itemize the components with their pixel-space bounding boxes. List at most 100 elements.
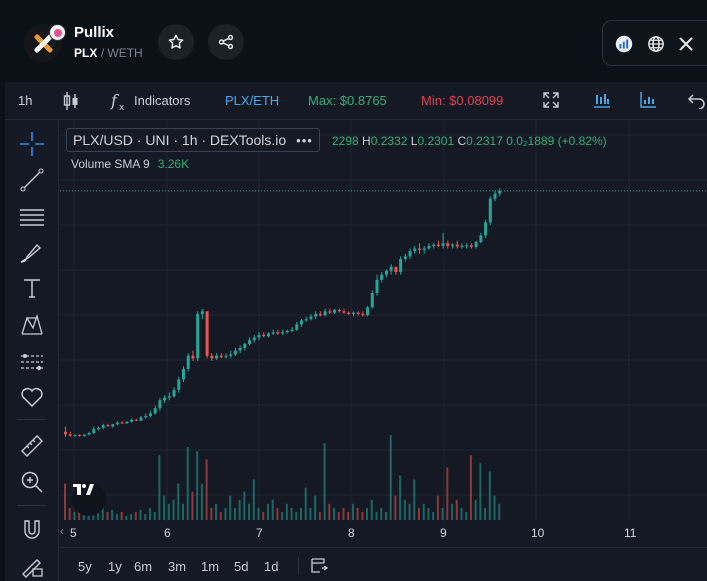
range-1y-button[interactable]: 1y: [108, 559, 122, 574]
candle-body: [418, 248, 421, 250]
candle-body: [342, 311, 346, 313]
legend-more-button[interactable]: •••: [296, 132, 313, 148]
crosshair-icon[interactable]: [19, 131, 45, 157]
high-key: H: [362, 134, 371, 148]
volume-bar: [347, 511, 350, 520]
price-chart-plot[interactable]: PLX/USD · UNI · 1h · DEXTools.io ••• 229…: [60, 120, 707, 521]
volume-bar: [144, 513, 147, 520]
scroll-left-icon[interactable]: ‹: [60, 524, 64, 538]
candle-body: [182, 368, 185, 380]
volume-bar: [191, 491, 194, 520]
candlestick-chart[interactable]: [60, 120, 707, 521]
legend-title: PLX/USD · UNI · 1h · DEXTools.io: [73, 132, 287, 148]
volume-bar: [248, 503, 251, 520]
candle-body: [262, 334, 266, 337]
volume-bar: [266, 503, 269, 520]
candle-body: [361, 313, 365, 316]
range-5y-button[interactable]: 5y: [78, 559, 92, 574]
candle-body: [309, 316, 313, 320]
prediction-tool-icon[interactable]: [19, 349, 45, 375]
x-tick: 10: [531, 526, 545, 540]
volume-bar: [271, 499, 274, 520]
candle-body: [436, 244, 440, 246]
candle-body: [248, 340, 252, 345]
volume-bar: [384, 511, 387, 520]
pattern-tool-icon[interactable]: [19, 312, 45, 338]
volume-bar: [101, 503, 104, 520]
fullscreen-icon[interactable]: [542, 91, 560, 112]
candle-body: [210, 355, 214, 359]
volume-bar: [446, 467, 449, 520]
max-price-label: Max: $0.8765: [308, 93, 387, 108]
candle-body: [177, 379, 181, 390]
volume-bar: [380, 507, 383, 520]
volume-bar: [153, 511, 156, 520]
candle-body: [200, 311, 204, 314]
candle-body: [276, 332, 280, 334]
candle-body: [498, 190, 502, 194]
candle-body: [484, 222, 488, 236]
bar-chart-icon[interactable]: [593, 91, 611, 112]
go-to-date-icon[interactable]: [310, 556, 329, 579]
text-tool-icon[interactable]: [19, 275, 45, 301]
candle-body: [460, 245, 464, 247]
range-5d-button[interactable]: 5d: [234, 559, 249, 574]
volume-bar: [460, 507, 463, 520]
favorite-button[interactable]: [158, 24, 194, 60]
volume-bar: [125, 515, 128, 520]
brush-icon[interactable]: [19, 240, 45, 266]
volume-bar: [493, 495, 496, 520]
magnet-icon[interactable]: [19, 517, 45, 543]
candle-body: [328, 311, 332, 313]
candle-body: [432, 244, 436, 246]
interval-selector[interactable]: 1h: [18, 93, 33, 108]
svg-text:f: f: [110, 91, 120, 110]
candle-body: [347, 312, 351, 314]
candle-body: [399, 258, 403, 273]
fib-lines-icon[interactable]: [19, 204, 45, 230]
analytics-icon[interactable]: [615, 35, 633, 53]
ruler-icon[interactable]: [19, 433, 45, 459]
range-1d-button[interactable]: 1d: [264, 559, 279, 574]
range-3m-button[interactable]: 3m: [168, 559, 187, 574]
volume-bar: [413, 479, 416, 520]
volume-bar: [356, 507, 359, 520]
share-button[interactable]: [208, 24, 244, 60]
indicators-button[interactable]: Indicators: [134, 93, 191, 108]
globe-icon[interactable]: [647, 35, 665, 53]
range-1m-button[interactable]: 1m: [201, 559, 220, 574]
candle-body: [337, 310, 341, 312]
candle-body: [351, 312, 355, 314]
time-axis[interactable]: ‹ 5 6 7 8 9 10 11: [60, 521, 707, 545]
quote-token: WETH: [107, 46, 143, 60]
undo-icon[interactable]: [687, 91, 705, 112]
lock-drawing-icon[interactable]: [19, 552, 45, 578]
chart-legend[interactable]: PLX/USD · UNI · 1h · DEXTools.io •••: [66, 128, 320, 152]
candle-type-icon[interactable]: [62, 91, 80, 114]
social-links-panel: [602, 20, 707, 66]
candle-body: [205, 311, 209, 356]
candle-body: [252, 337, 256, 341]
heart-icon[interactable]: [19, 384, 45, 410]
volume-chart-icon[interactable]: [639, 91, 657, 112]
high-value: 0.2332: [370, 134, 408, 148]
volume-bar: [243, 491, 246, 520]
volume-bar: [224, 507, 227, 520]
tradingview-logo[interactable]: [72, 482, 106, 516]
pair-switch-button[interactable]: PLX/ETH: [225, 93, 280, 108]
range-6m-button[interactable]: 6m: [134, 559, 153, 574]
x-twitter-icon[interactable]: [677, 35, 695, 53]
candle-body: [408, 251, 412, 257]
low-key: L: [410, 134, 418, 148]
volume-bar: [375, 511, 378, 520]
volume-bar: [361, 511, 364, 520]
volume-bar: [422, 503, 425, 520]
volume-bar: [196, 451, 199, 520]
candle-body: [106, 425, 110, 427]
zoom-in-icon[interactable]: [19, 469, 45, 495]
volume-bar: [111, 509, 114, 520]
trend-line-icon[interactable]: [19, 167, 45, 193]
volume-bar: [276, 507, 279, 520]
